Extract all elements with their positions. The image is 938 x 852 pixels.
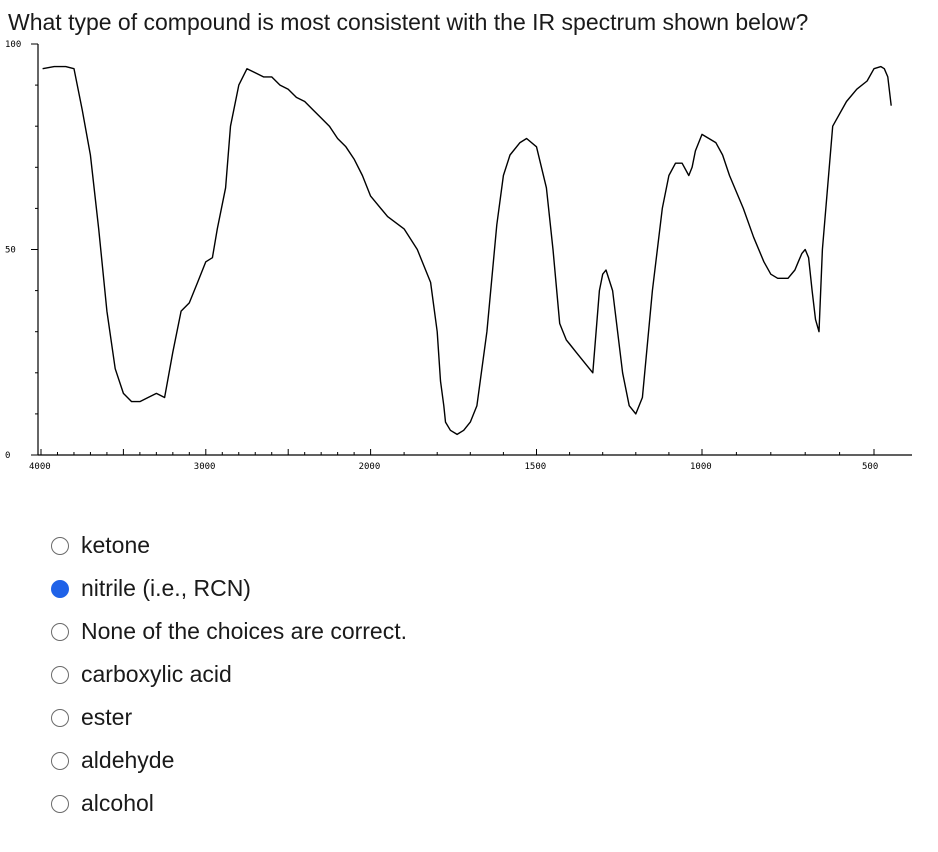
answer-option[interactable]: nitrile (i.e., RCN) bbox=[44, 567, 407, 610]
answer-option[interactable]: ketone bbox=[44, 524, 407, 567]
radio-unselected-icon[interactable] bbox=[51, 794, 69, 813]
answer-option-label: ketone bbox=[81, 532, 151, 558]
answer-option[interactable]: ester bbox=[44, 696, 407, 739]
answer-option[interactable]: carboxylic acid bbox=[44, 653, 407, 696]
radio-unselected-icon[interactable] bbox=[51, 622, 69, 641]
answer-option-label: aldehyde bbox=[81, 747, 175, 773]
chart-ticks bbox=[31, 43, 875, 456]
question-text: What type of compound is most consistent… bbox=[8, 9, 809, 35]
answer-option-label: alcohol bbox=[81, 790, 154, 816]
x-tick-label: 1500 bbox=[525, 462, 547, 472]
x-tick-label: 500 bbox=[862, 462, 878, 472]
x-tick-label: 4000 bbox=[29, 462, 51, 472]
answer-option-label: ester bbox=[81, 704, 133, 730]
y-tick-label: 0 bbox=[5, 451, 10, 461]
answer-option[interactable]: alcohol bbox=[44, 782, 407, 825]
answer-option-label: nitrile (i.e., RCN) bbox=[81, 575, 251, 601]
radio-unselected-icon[interactable] bbox=[51, 751, 69, 770]
radio-unselected-icon[interactable] bbox=[51, 665, 69, 684]
x-tick-label: 3000 bbox=[194, 462, 216, 472]
chart-axes bbox=[37, 44, 912, 456]
y-tick-label: 50 bbox=[5, 246, 16, 256]
radio-unselected-icon[interactable] bbox=[51, 708, 69, 727]
radio-unselected-icon[interactable] bbox=[51, 536, 69, 555]
answer-option-label: None of the choices are correct. bbox=[81, 618, 407, 644]
y-tick-label: 100 bbox=[5, 40, 21, 50]
spectrum-line bbox=[42, 65, 892, 436]
x-tick-label: 1000 bbox=[690, 462, 712, 472]
answer-option[interactable]: None of the choices are correct. bbox=[44, 610, 407, 653]
answer-choices: ketone nitrile (i.e., RCN) None of the cho… bbox=[44, 524, 407, 825]
answer-option-label: carboxylic acid bbox=[81, 661, 232, 687]
answer-option[interactable]: aldehyde bbox=[44, 739, 407, 782]
chart-plot-area bbox=[42, 65, 892, 436]
x-tick-label: 2000 bbox=[359, 462, 381, 472]
radio-selected-icon[interactable] bbox=[51, 579, 69, 598]
